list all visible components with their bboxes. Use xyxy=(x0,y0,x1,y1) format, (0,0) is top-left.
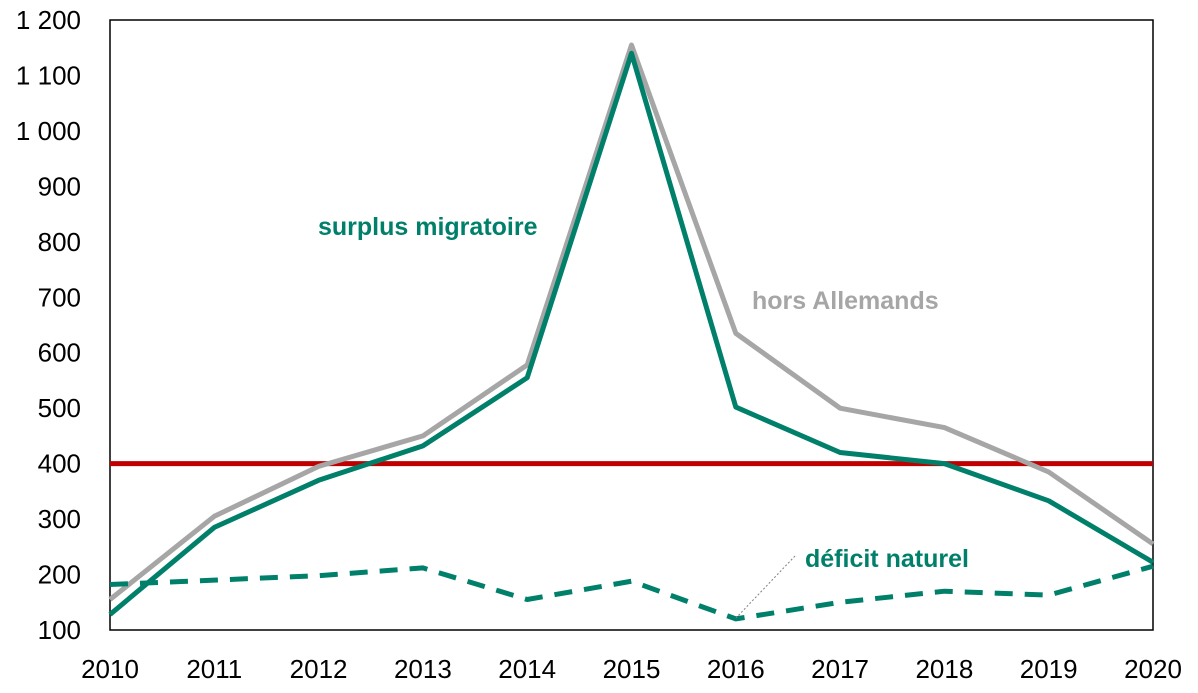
y-tick-label: 600 xyxy=(38,338,81,368)
x-tick-label: 2013 xyxy=(394,654,452,684)
annotation-deficit-naturel: déficit naturel xyxy=(805,545,969,573)
y-tick-label: 900 xyxy=(38,171,81,201)
x-tick-label: 2016 xyxy=(707,654,765,684)
y-tick-label: 1 200 xyxy=(16,5,81,35)
series-hors-allemands xyxy=(108,42,1155,602)
x-tick-label: 2012 xyxy=(290,654,348,684)
series-group xyxy=(108,42,1155,622)
x-tick-label: 2010 xyxy=(81,654,139,684)
annotation-hors-allemands: hors Allemands xyxy=(752,287,939,315)
y-tick-label: 100 xyxy=(38,615,81,645)
plot-area xyxy=(109,19,1154,631)
y-tick-label: 400 xyxy=(38,449,81,479)
x-tick-label: 2014 xyxy=(498,654,556,684)
series-surplus-migratoire xyxy=(108,50,1155,617)
y-tick-label: 1 000 xyxy=(16,116,81,146)
y-axis-ticks: 100 200 300 400 500 600 700 800 900 1 000 1 100 1 2… xyxy=(16,5,81,645)
y-tick-label: 1 100 xyxy=(16,60,81,90)
x-tick-label: 2018 xyxy=(915,654,973,684)
y-tick-label: 500 xyxy=(38,393,81,423)
x-tick-label: 2011 xyxy=(186,654,242,684)
x-tick-label: 2020 xyxy=(1124,654,1182,684)
annotation-surplus-migratoire: surplus migratoire xyxy=(318,213,538,241)
y-tick-label: 700 xyxy=(38,282,81,312)
x-tick-label: 2015 xyxy=(603,654,661,684)
series-deficit-naturel xyxy=(109,563,1154,622)
x-tick-label: 2019 xyxy=(1020,654,1078,684)
y-tick-label: 800 xyxy=(38,227,81,257)
x-tick-label: 2017 xyxy=(811,654,869,684)
y-tick-label: 300 xyxy=(38,504,81,534)
y-tick-label: 200 xyxy=(38,560,81,590)
x-axis-ticks: 2010 2011 2012 2013 2014 2015 2016 2017 2018 2019… xyxy=(81,654,1182,684)
